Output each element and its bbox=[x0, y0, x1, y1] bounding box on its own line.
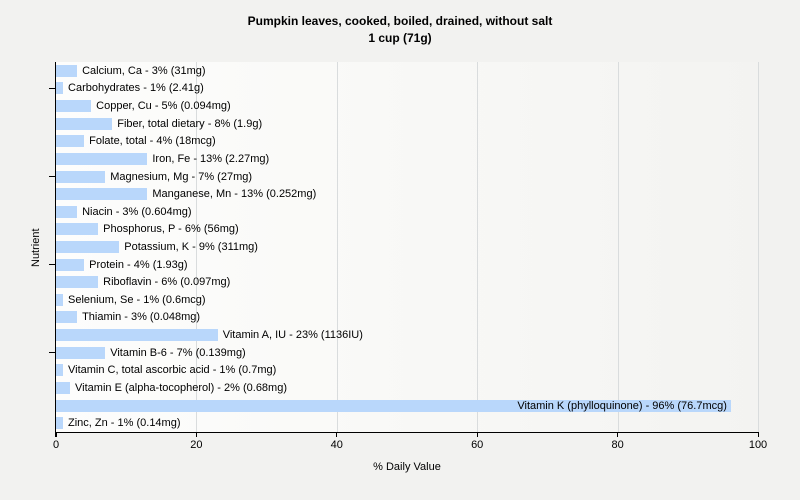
bar bbox=[56, 82, 64, 95]
y-axis-title: Nutrient bbox=[30, 228, 42, 267]
bar bbox=[56, 258, 85, 271]
bar-row: Vitamin C, total ascorbic acid - 1% (0.7… bbox=[56, 362, 759, 380]
bar-label: Fiber, total dietary - 8% (1.9g) bbox=[117, 117, 263, 130]
bar bbox=[56, 240, 120, 253]
bar bbox=[56, 117, 113, 130]
bar-row: Selenium, Se - 1% (0.6mcg) bbox=[56, 291, 759, 309]
bar-row: Niacin - 3% (0.604mg) bbox=[56, 203, 759, 221]
y-axis-tick bbox=[49, 352, 56, 354]
bar-label: Magnesium, Mg - 7% (27mg) bbox=[110, 170, 253, 183]
bar bbox=[56, 364, 64, 377]
bar-row: Iron, Fe - 13% (2.27mg) bbox=[56, 150, 759, 168]
bar-label: Vitamin C, total ascorbic acid - 1% (0.7… bbox=[68, 364, 277, 377]
bar-label: Thiamin - 3% (0.048mg) bbox=[82, 311, 201, 324]
bar bbox=[56, 329, 218, 342]
bar-label: Copper, Cu - 5% (0.094mg) bbox=[96, 100, 231, 113]
bar bbox=[56, 205, 78, 218]
bar-row: Magnesium, Mg - 7% (27mg) bbox=[56, 168, 759, 186]
bar bbox=[56, 417, 64, 430]
bar bbox=[56, 152, 148, 165]
bar-label: Selenium, Se - 1% (0.6mcg) bbox=[68, 293, 206, 306]
bar bbox=[56, 135, 85, 148]
bar-label: Folate, total - 4% (18mcg) bbox=[89, 135, 216, 148]
bar-row: Folate, total - 4% (18mcg) bbox=[56, 132, 759, 150]
bar-row: Copper, Cu - 5% (0.094mg) bbox=[56, 97, 759, 115]
bar-label: Niacin - 3% (0.604mg) bbox=[82, 205, 192, 218]
x-axis-tick bbox=[195, 433, 197, 437]
x-axis-title: % Daily Value bbox=[373, 461, 441, 473]
bar-label: Calcium, Ca - 3% (31mg) bbox=[82, 64, 206, 77]
bar bbox=[56, 346, 106, 359]
bar-row: Fiber, total dietary - 8% (1.9g) bbox=[56, 115, 759, 133]
x-axis-tick-label: 60 bbox=[471, 439, 484, 451]
x-axis-tick-label: 20 bbox=[190, 439, 203, 451]
bar-row: Potassium, K - 9% (311mg) bbox=[56, 238, 759, 256]
bar bbox=[56, 100, 92, 113]
bar bbox=[56, 276, 99, 289]
bar-row: Vitamin B-6 - 7% (0.139mg) bbox=[56, 344, 759, 362]
bar-row: Vitamin K (phylloquinone) - 96% (76.7mcg… bbox=[56, 397, 759, 415]
bar bbox=[56, 223, 99, 236]
gridline-x-60 bbox=[477, 62, 479, 432]
bar-row: Vitamin A, IU - 23% (1136IU) bbox=[56, 326, 759, 344]
chart-title: Pumpkin leaves, cooked, boiled, drained,… bbox=[0, 13, 800, 47]
bar-label: Vitamin A, IU - 23% (1136IU) bbox=[222, 329, 363, 342]
gridline-x-40 bbox=[336, 62, 338, 432]
bar-label: Phosphorus, P - 6% (56mg) bbox=[103, 223, 239, 236]
bar-label: Vitamin E (alpha-tocopherol) - 2% (0.68m… bbox=[75, 381, 287, 394]
bar bbox=[56, 188, 148, 201]
x-axis-tick bbox=[617, 433, 619, 437]
bar-label: Zinc, Zn - 1% (0.14mg) bbox=[68, 417, 181, 430]
bar-row: Riboflavin - 6% (0.097mg) bbox=[56, 273, 759, 291]
y-axis-tick bbox=[49, 87, 56, 89]
gridline-x-20 bbox=[196, 62, 198, 432]
bar-label: Iron, Fe - 13% (2.27mg) bbox=[152, 152, 270, 165]
bar-row: Thiamin - 3% (0.048mg) bbox=[56, 309, 759, 327]
bar bbox=[56, 399, 731, 412]
gridline-x-100 bbox=[758, 62, 759, 432]
y-axis-tick bbox=[49, 176, 56, 178]
chart-title-line2: 1 cup (71g) bbox=[368, 31, 432, 45]
bar-row: Phosphorus, P - 6% (56mg) bbox=[56, 221, 759, 239]
x-axis-tick-label: 80 bbox=[611, 439, 624, 451]
bar-label: Manganese, Mn - 13% (0.252mg) bbox=[152, 188, 317, 201]
bar bbox=[56, 170, 106, 183]
bar-label: Vitamin B-6 - 7% (0.139mg) bbox=[110, 346, 246, 359]
x-axis: 0 20 40 60 80 100 bbox=[52, 433, 767, 457]
bar-row: Zinc, Zn - 1% (0.14mg) bbox=[56, 414, 759, 432]
bar bbox=[56, 381, 71, 394]
bar-label: Carbohydrates - 1% (2.41g) bbox=[68, 82, 204, 95]
x-axis-tick-label: 40 bbox=[330, 439, 343, 451]
x-axis-tick bbox=[336, 433, 338, 437]
bar-row: Manganese, Mn - 13% (0.252mg) bbox=[56, 185, 759, 203]
bar-row: Calcium, Ca - 3% (31mg) bbox=[56, 62, 759, 80]
y-axis-tick bbox=[49, 264, 56, 266]
bar-row: Protein - 4% (1.93g) bbox=[56, 256, 759, 274]
chart-title-line1: Pumpkin leaves, cooked, boiled, drained,… bbox=[247, 14, 553, 28]
x-axis-tick bbox=[55, 433, 57, 437]
bar-row: Vitamin E (alpha-tocopherol) - 2% (0.68m… bbox=[56, 379, 759, 397]
x-axis-tick-label: 100 bbox=[748, 439, 768, 451]
bar-label: Vitamin K (phylloquinone) - 96% (76.7mcg… bbox=[517, 399, 727, 412]
x-axis-tick bbox=[476, 433, 478, 437]
bar bbox=[56, 293, 64, 306]
bar-label: Protein - 4% (1.93g) bbox=[89, 258, 188, 271]
bar-label: Potassium, K - 9% (311mg) bbox=[124, 240, 258, 253]
x-axis-tick bbox=[757, 433, 759, 437]
bar-label: Riboflavin - 6% (0.097mg) bbox=[103, 276, 231, 289]
plot-area: Calcium, Ca - 3% (31mg) Carbohydrates - 1… bbox=[49, 62, 759, 433]
bar bbox=[56, 64, 78, 77]
x-axis-tick-label: 0 bbox=[52, 439, 60, 451]
bar-row: Carbohydrates - 1% (2.41g) bbox=[56, 80, 759, 98]
gridline-x-80 bbox=[617, 62, 619, 432]
bar bbox=[56, 311, 78, 324]
